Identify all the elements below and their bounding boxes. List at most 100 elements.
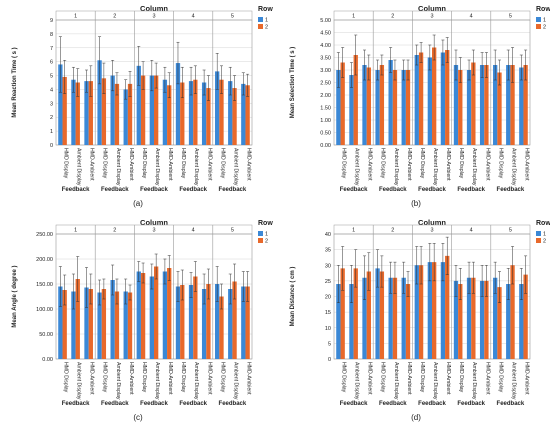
bar-row1 xyxy=(349,284,354,359)
y-tick-label: 250.00 xyxy=(36,232,53,238)
bar-row1 xyxy=(401,277,406,359)
x-tick-label: HMD Display xyxy=(380,148,386,179)
x-axis-label: Feedback xyxy=(179,401,207,407)
y-tick-label: 40 xyxy=(325,232,331,238)
bar-row1 xyxy=(175,286,181,359)
y-tick-label: 8 xyxy=(50,32,53,38)
bar-row1 xyxy=(414,265,419,359)
bar-row1 xyxy=(162,79,168,145)
x-tick-label: HMD Display xyxy=(341,148,347,179)
x-tick-label: Ambient Display xyxy=(510,148,516,186)
y-tick-label: 35 xyxy=(325,248,331,254)
bar-row1 xyxy=(58,64,63,145)
bar-row1 xyxy=(188,285,194,359)
x-tick-label: HMD-Ambient xyxy=(89,148,95,181)
bar-row2 xyxy=(219,79,224,145)
bar-row2 xyxy=(154,75,159,145)
x-tick-label: Ambient Display xyxy=(232,362,238,400)
bar-row2 xyxy=(340,268,345,359)
bar-row1 xyxy=(201,289,207,359)
bar-row2 xyxy=(114,83,120,145)
bar-row1 xyxy=(175,63,181,145)
legend-title: Row xyxy=(536,6,550,13)
bar-row2 xyxy=(366,271,371,359)
x-tick-label: HMD Display xyxy=(419,148,425,179)
bar-row2 xyxy=(445,255,450,359)
y-tick-label: 1.00 xyxy=(320,118,331,124)
y-tick-label: 15 xyxy=(325,310,331,316)
bar-row1 xyxy=(123,89,128,145)
panel-label: 2 xyxy=(391,14,394,20)
x-axis-label: Feedback xyxy=(140,187,168,193)
y-tick-label: 0.00 xyxy=(320,143,331,149)
legend-label: 1 xyxy=(543,18,546,24)
y-tick-label: 3 xyxy=(50,101,53,107)
y-tick-label: 150.00 xyxy=(36,282,53,288)
bar-row2 xyxy=(101,78,107,145)
x-axis-label: Feedback xyxy=(101,187,129,193)
x-tick-label: HMD-Ambient xyxy=(245,148,251,181)
legend-swatch-row2 xyxy=(536,24,541,29)
x-tick-label: HMD Display xyxy=(380,362,386,393)
x-axis-label: Feedback xyxy=(219,187,247,193)
legend-swatch-row1 xyxy=(258,17,263,22)
bar-row2 xyxy=(101,289,107,359)
bar-row2 xyxy=(62,290,67,359)
bar-row2 xyxy=(180,285,185,359)
bar-row1 xyxy=(71,291,76,359)
bar-row2 xyxy=(484,280,489,359)
y-tick-label: 4.50 xyxy=(320,31,331,37)
bar-row2 xyxy=(392,70,398,145)
x-tick-label: Ambient Display xyxy=(471,362,477,400)
subcaption: (c) xyxy=(133,413,143,422)
y-tick-label: 0.00 xyxy=(42,357,53,363)
x-tick-label: Ambient Display xyxy=(232,148,238,186)
panel-label: 5 xyxy=(231,228,234,234)
bar-row2 xyxy=(154,266,159,359)
bar-row1 xyxy=(97,60,102,145)
panel-label: 5 xyxy=(509,228,512,234)
bar-row2 xyxy=(418,52,424,145)
bar-row1 xyxy=(336,284,341,359)
bar-row1 xyxy=(401,70,406,145)
x-tick-label: HMD-Ambient xyxy=(406,362,412,395)
x-axis-label: Feedback xyxy=(140,401,168,407)
x-tick-label: HMD Display xyxy=(497,362,503,393)
y-axis-label: Mean Selection Time ( s ) xyxy=(290,47,296,119)
bar-row2 xyxy=(432,47,437,145)
x-tick-label: Ambient Display xyxy=(76,148,82,186)
bar-row1 xyxy=(519,284,524,359)
bar-row2 xyxy=(392,277,398,359)
y-tick-label: 50.00 xyxy=(39,332,53,338)
panel-label: 3 xyxy=(430,228,433,234)
bar-row2 xyxy=(193,79,198,145)
y-tick-label: 0 xyxy=(50,143,53,149)
x-tick-label: HMD-Ambient xyxy=(367,148,373,181)
bar-row1 xyxy=(388,60,393,145)
x-tick-label: HMD Display xyxy=(141,362,147,393)
bar-row2 xyxy=(127,83,133,145)
bar-row1 xyxy=(215,71,220,145)
x-tick-label: HMD-Ambient xyxy=(167,148,173,181)
bar-row2 xyxy=(379,65,385,145)
bar-row1 xyxy=(241,286,246,359)
x-tick-label: HMD-Ambient xyxy=(484,148,490,181)
x-tick-label: HMD-Ambient xyxy=(367,362,373,395)
bar-row2 xyxy=(219,296,224,359)
legend-title: Row xyxy=(258,220,273,227)
x-tick-label: HMD Display xyxy=(458,148,464,179)
bar-row2 xyxy=(232,281,237,359)
bar-row2 xyxy=(445,50,450,145)
x-tick-label: HMD Display xyxy=(180,148,186,179)
x-tick-label: Ambient Display xyxy=(154,362,160,400)
panel-label: 1 xyxy=(74,14,77,20)
bar-row1 xyxy=(228,81,233,145)
bar-row2 xyxy=(510,265,515,359)
x-tick-label: HMD-Ambient xyxy=(523,148,529,181)
subcaption: (b) xyxy=(411,199,421,208)
bar-row1 xyxy=(479,280,485,359)
x-tick-label: HMD Display xyxy=(180,362,186,393)
